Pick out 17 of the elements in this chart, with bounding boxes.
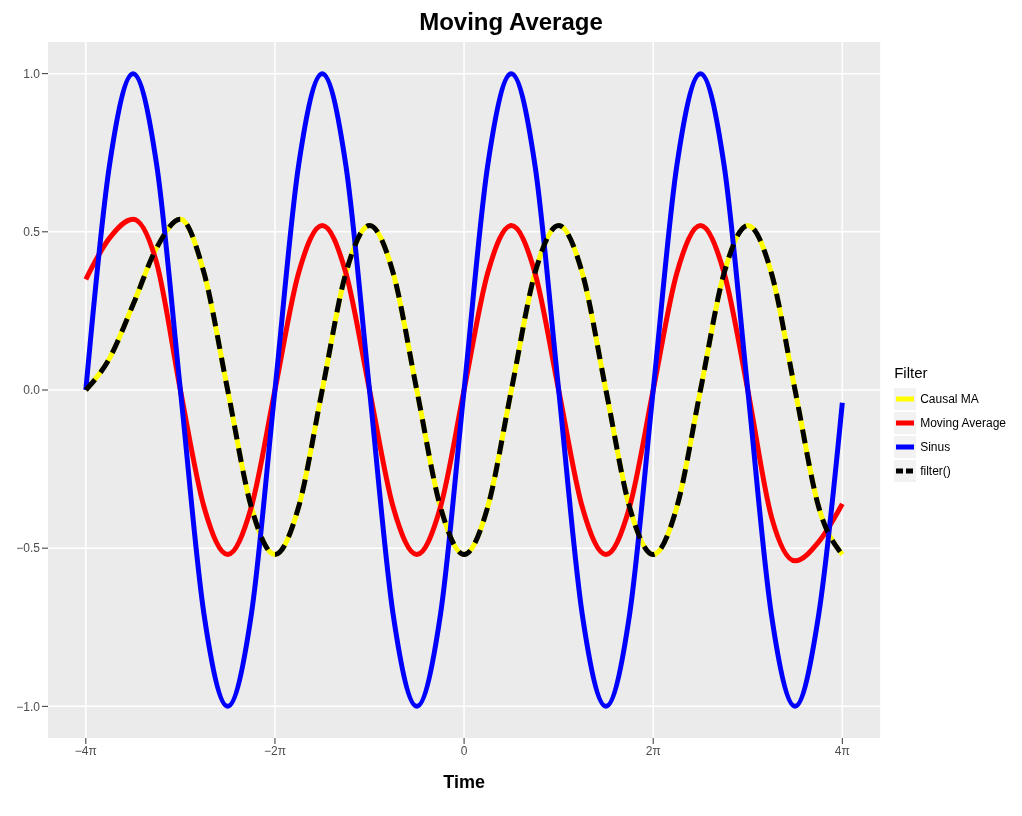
legend-label: Causal MA — [920, 391, 979, 406]
legend-title: Filter — [894, 363, 929, 381]
x-axis-title: Time — [443, 772, 485, 792]
legend-label: filter() — [920, 463, 951, 478]
x-tick-label: −2π — [263, 743, 286, 758]
x-tick-label: 0 — [460, 743, 468, 758]
x-tick-label: −4π — [74, 743, 97, 758]
legend-label: Moving Average — [920, 415, 1006, 430]
chart-title: Moving Average — [418, 8, 604, 37]
x-tick-label: 4π — [834, 743, 850, 758]
y-tick-label: −0.5 — [16, 541, 41, 556]
legend-label: Sinus — [920, 439, 951, 454]
y-tick-label: 0.0 — [23, 383, 41, 398]
y-tick-label: −1.0 — [16, 699, 41, 714]
y-tick-label: 0.5 — [23, 225, 41, 240]
x-tick-label: 2π — [645, 743, 661, 758]
y-tick-label: 1.0 — [23, 66, 41, 81]
